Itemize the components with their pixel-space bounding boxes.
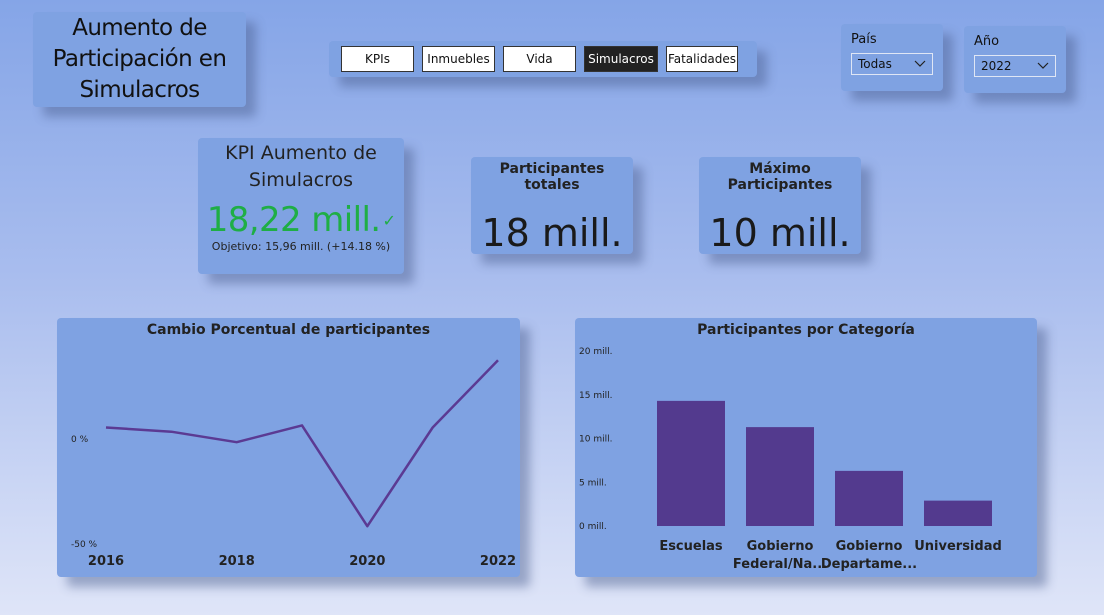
y-tick-label: 10 mill. — [579, 435, 612, 445]
anio-filter-label: Año — [974, 34, 1000, 49]
y-tick-label: 0 % — [71, 435, 89, 445]
category-label: Departame... — [821, 557, 917, 572]
bar[interactable] — [924, 500, 992, 526]
y-tick-label: 5 mill. — [579, 478, 607, 488]
line-series — [105, 359, 499, 528]
category-label: Escuelas — [659, 539, 723, 554]
max-participants-card: Máximo Participantes 10 mill. — [699, 157, 861, 255]
pais-dropdown[interactable]: Todas — [851, 53, 933, 75]
kpi-card: KPI Aumento de Simulacros 18,22 mill. ✓ O… — [198, 138, 404, 274]
chevron-down-icon — [1037, 62, 1049, 69]
checkmark-icon: ✓ — [382, 210, 396, 230]
anio-filter: Año 2022 — [964, 26, 1066, 93]
line-chart-title: Cambio Porcentual de participantes — [146, 322, 431, 338]
chevron-down-icon — [914, 60, 926, 67]
category-label: Gobierno — [747, 539, 814, 554]
total-participants-value: 18 mill. — [481, 211, 623, 255]
kpi-value-row: 18,22 mill. ✓ — [198, 200, 404, 240]
x-tick-label: 2022 — [480, 554, 516, 569]
nav-button-simulacros[interactable]: Simulacros — [584, 46, 658, 72]
nav-button-inmuebles[interactable]: Inmuebles — [422, 46, 495, 72]
pais-filter-label: País — [851, 32, 877, 47]
line-chart-card: Cambio Porcentual de participantes 0 % -5… — [57, 318, 520, 577]
dashboard-title: Aumento de Participación en Simulacros — [52, 15, 227, 103]
bar[interactable] — [835, 470, 903, 526]
max-participants-value: 10 mill. — [709, 211, 851, 255]
nav-button-vida[interactable]: Vida — [503, 46, 576, 72]
pais-filter: País Todas — [841, 24, 943, 91]
kpi-title: KPI Aumento de Simulacros — [225, 142, 377, 191]
pais-dropdown-value: Todas — [858, 57, 892, 71]
category-label: Federal/Na... — [733, 557, 827, 572]
kpi-value: 18,22 mill. — [206, 200, 381, 240]
bar-chart-title: Participantes por Categoría — [697, 322, 915, 338]
nav-button-kpis[interactable]: KPIs — [341, 46, 414, 72]
y-tick-label: 20 mill. — [579, 347, 612, 357]
bar[interactable] — [746, 427, 814, 526]
bar[interactable] — [657, 400, 725, 526]
nav-button-fatalidades[interactable]: Fatalidades — [666, 46, 738, 72]
line-chart: 0 % -50 % 2016 2018 2020 2022 — [71, 359, 516, 569]
kpi-goal: Objetivo: 15,96 mill. (+14.18 %) — [211, 240, 391, 253]
max-participants-label: Máximo Participantes — [727, 161, 833, 193]
category-label: Universidad — [914, 539, 1002, 554]
total-participants-label: Participantes totales — [499, 161, 605, 193]
page-navigation: KPIs Inmuebles Vida Simulacros Fatalidad… — [329, 41, 757, 77]
x-tick-label: 2016 — [88, 554, 124, 569]
x-tick-label: 2020 — [349, 554, 385, 569]
total-participants-card: Participantes totales 18 mill. — [471, 157, 633, 255]
bar-chart: 0 mill. 5 mill. 10 mill. 15 mill. 20 mill. Es… — [579, 347, 1002, 572]
y-tick-label: -50 % — [71, 540, 98, 550]
y-tick-label: 15 mill. — [579, 391, 612, 401]
bar-chart-card: Participantes por Categoría 0 mill. 5 mil… — [575, 318, 1037, 577]
dashboard-title-card: Aumento de Participación en Simulacros — [33, 12, 246, 107]
anio-dropdown[interactable]: 2022 — [974, 55, 1056, 77]
category-label: Gobierno — [836, 539, 903, 554]
x-tick-label: 2018 — [219, 554, 255, 569]
y-tick-label: 0 mill. — [579, 522, 607, 532]
anio-dropdown-value: 2022 — [981, 59, 1012, 73]
